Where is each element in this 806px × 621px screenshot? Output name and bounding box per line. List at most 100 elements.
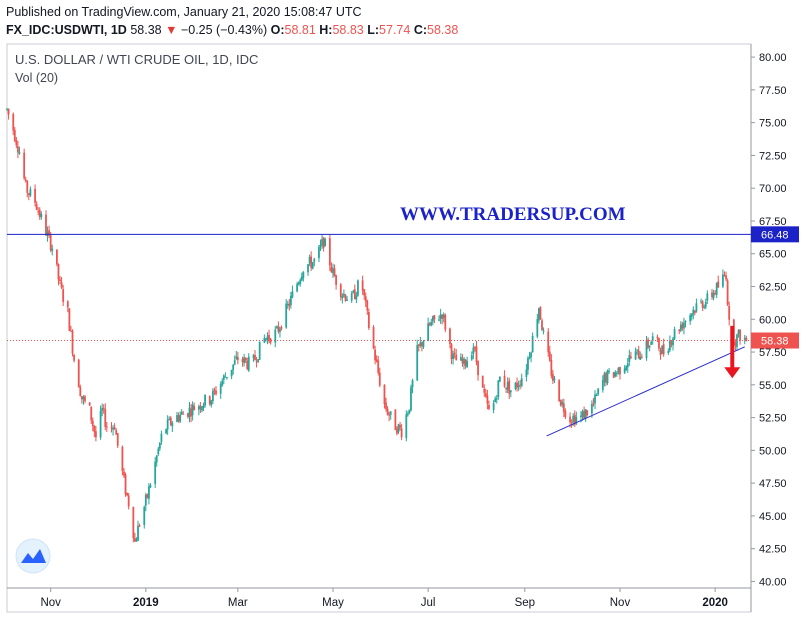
candle-body-up [350,293,353,301]
candle-body-down [60,282,63,288]
candle-body-down [377,360,380,373]
candle-body-down [564,411,567,417]
volume-indicator-label[interactable]: Vol (20) [15,71,58,85]
candle-body-up [459,357,462,361]
candle-body-up [626,363,629,368]
candle-body-up [235,356,238,359]
candle-body-down [474,347,476,349]
candle-body-up [416,345,419,381]
change-arrow-icon: ▼ [165,23,178,37]
candle-body-down [461,358,464,364]
candle-body-up [357,280,359,296]
price-tick-label: 42.50 [759,544,787,556]
candle-body-down [236,357,239,361]
candle-body-up [343,293,345,296]
candle-body-up [438,319,440,321]
candle-body-up [498,376,501,382]
candle-body-down [353,289,356,300]
candle-body-down [455,354,458,361]
candle-body-up [743,337,746,340]
candle-body-up [176,415,178,422]
candle-body-down [126,493,129,496]
candle-body-down [586,410,589,416]
candle-body-up [299,279,302,284]
candle-body-up [154,461,157,484]
candle-body-down [182,413,185,415]
candle-body-up [673,329,676,339]
candle-body-down [562,403,565,412]
candle-body-up [291,291,294,298]
candle-body-down [322,237,325,248]
candle-body-up [651,336,654,341]
candle-body-up [405,414,408,439]
candle-body-down [681,323,684,329]
price-tick-label: 45.00 [759,511,787,523]
candle-body-down [399,425,401,428]
candle-body-down [453,352,456,354]
candle-body-down [269,338,272,343]
candle-body-down [104,409,107,427]
candle-body-up [634,351,637,360]
time-tick-label: 2020 [702,597,728,609]
candle-body-down [539,306,542,320]
candle-body-down [7,108,10,115]
candle-body-up [704,302,707,308]
published-line: Published on TradingView.com, January 21… [6,5,362,19]
candle-body-up [608,370,610,372]
candle-body-down [619,367,621,375]
candle-body-down [116,433,119,446]
low-value: 57.74 [379,23,411,37]
candle-body-down [573,414,576,425]
candle-body-up [341,295,344,299]
candle-body-down [739,329,741,341]
candle-body-up [411,380,414,388]
time-tick-label: Jul [421,597,436,609]
close-label: C: [413,23,428,37]
candle-body-up [296,284,299,292]
candle-body-up [690,314,693,317]
chart-header: Published on TradingView.com, January 21… [6,3,796,39]
candle-body-up [166,419,169,430]
candle-body-down [190,408,192,417]
candle-body-down [378,372,381,386]
candle-body-down [79,387,82,397]
candle-body-up [703,306,706,308]
candle-body-up [318,247,320,259]
candle-body-down [475,346,478,362]
candle-body-down [449,328,451,344]
candle-body-down [629,356,632,359]
candle-body-up [706,293,709,301]
tradingview-logo-icon[interactable] [15,538,51,574]
candle-body-down [367,312,370,329]
candle-body-up [410,387,412,411]
candle-body-up [525,369,528,377]
candle-body-up [542,330,545,332]
drawings: 66.48 58.38 [7,226,799,437]
candle-body-down [592,403,595,405]
candle-body-up [324,239,327,247]
candle-body-down [656,336,659,338]
time-axis[interactable]: Nov 2019 Mar May Jul Sep Nov 2020 [40,588,728,609]
candle-body-down [35,203,38,210]
candle-body-up [204,394,206,406]
candle-body-down [95,431,97,438]
candle-body-down [464,359,467,366]
down-arrow-head-icon [724,367,741,379]
candle-body-up [274,329,277,343]
candle-body-down [105,426,108,428]
candle-body-up [222,375,225,380]
candle-body-up [700,301,702,303]
candle-body-down [49,233,52,251]
candle-body-up [472,347,475,354]
candle-body-up [219,384,222,394]
candle-body-down [344,294,347,301]
candle-body-down [400,428,403,438]
candle-body-up [527,358,529,370]
candle-body-up [286,303,289,305]
candle-body-down [169,417,172,425]
candle-body-up [266,336,269,341]
candle-body-down [711,292,713,297]
candle-body-up [531,335,534,353]
price-axis[interactable]: 80.00 77.50 75.00 72.50 70.00 67.50 65.00 62.50… [751,52,787,588]
